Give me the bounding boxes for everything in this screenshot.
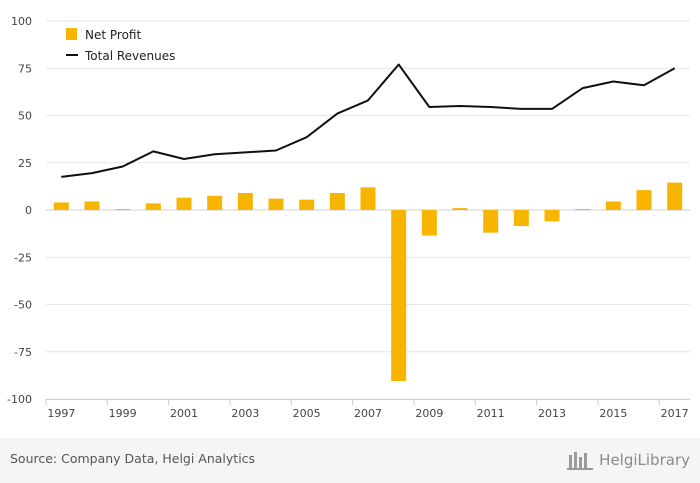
x-axis: 1997 1999 2001 2003 2005 2007 2009 2011 2013 2015… [45, 399, 690, 420]
legend-net-profit-swatch [66, 28, 77, 40]
net-profit-bar [176, 197, 192, 210]
net-profit-bar [483, 210, 499, 233]
y-tick-label: 100 [11, 15, 32, 28]
y-tick-label: -75 [14, 346, 32, 359]
net-profit-bar [207, 195, 223, 210]
x-tick-label: 2007 [354, 407, 382, 420]
net-profit-bar [115, 209, 131, 210]
net-profit-bar [237, 192, 253, 210]
x-tick-label: 1999 [109, 407, 137, 420]
x-tick-label: 2009 [415, 407, 443, 420]
y-tick-label: 75 [18, 62, 32, 75]
net-profit-bar [452, 208, 468, 210]
net-profit-bar [84, 201, 100, 210]
source-text: Source: Company Data, Helgi Analytics [10, 451, 256, 466]
legend-net-profit-label: Net Profit [85, 28, 141, 42]
net-profit-bar [360, 187, 376, 210]
x-tick-label: 2013 [538, 407, 566, 420]
net-profit-bar [605, 201, 621, 210]
net-profit-bar [391, 210, 407, 382]
legend-total-revenues-label: Total Revenues [84, 49, 175, 63]
legend: Net Profit Total Revenues [66, 28, 175, 63]
net-profit-bar [667, 182, 683, 210]
y-tick-label: 25 [18, 157, 32, 170]
net-profit-bar [636, 190, 652, 210]
net-profit-bar [544, 210, 560, 222]
x-tick-label: 2001 [170, 407, 198, 420]
net-profit-bar [575, 209, 591, 210]
footer: Source: Company Data, Helgi Analytics He… [0, 438, 700, 483]
total-revenues-line [61, 63, 676, 178]
chart-area: 100 75 50 25 0 -25 -50 -75 -100 1997 1999 2001 2003… [7, 15, 690, 420]
x-tick-label: 1997 [47, 407, 75, 420]
net-profit-bars [53, 182, 683, 382]
library-icon [567, 452, 594, 470]
x-tick-label: 2011 [477, 407, 505, 420]
y-tick-label: -100 [7, 393, 32, 406]
y-tick-label: -50 [14, 299, 32, 312]
net-profit-bar [513, 210, 529, 227]
x-tick-label: 2017 [661, 407, 689, 420]
net-profit-bar [268, 198, 284, 210]
total-revenues-line-path [61, 63, 676, 178]
x-tick-label: 2003 [231, 407, 259, 420]
x-tick-label: 2015 [599, 407, 627, 420]
net-profit-bar [145, 203, 161, 210]
y-axis: 100 75 50 25 0 -25 -50 -75 -100 [7, 15, 32, 406]
y-tick-label: 0 [25, 204, 32, 217]
y-tick-label: -25 [14, 251, 32, 264]
net-profit-bar [329, 192, 345, 210]
net-profit-bar [299, 199, 315, 210]
net-profit-bar [421, 210, 437, 236]
x-tick-label: 2005 [293, 407, 321, 420]
y-tick-label: 50 [18, 110, 32, 123]
brand-logo: HelgiLibrary [567, 447, 690, 473]
brand-name: HelgiLibrary [599, 451, 690, 469]
net-profit-bar [53, 202, 69, 210]
